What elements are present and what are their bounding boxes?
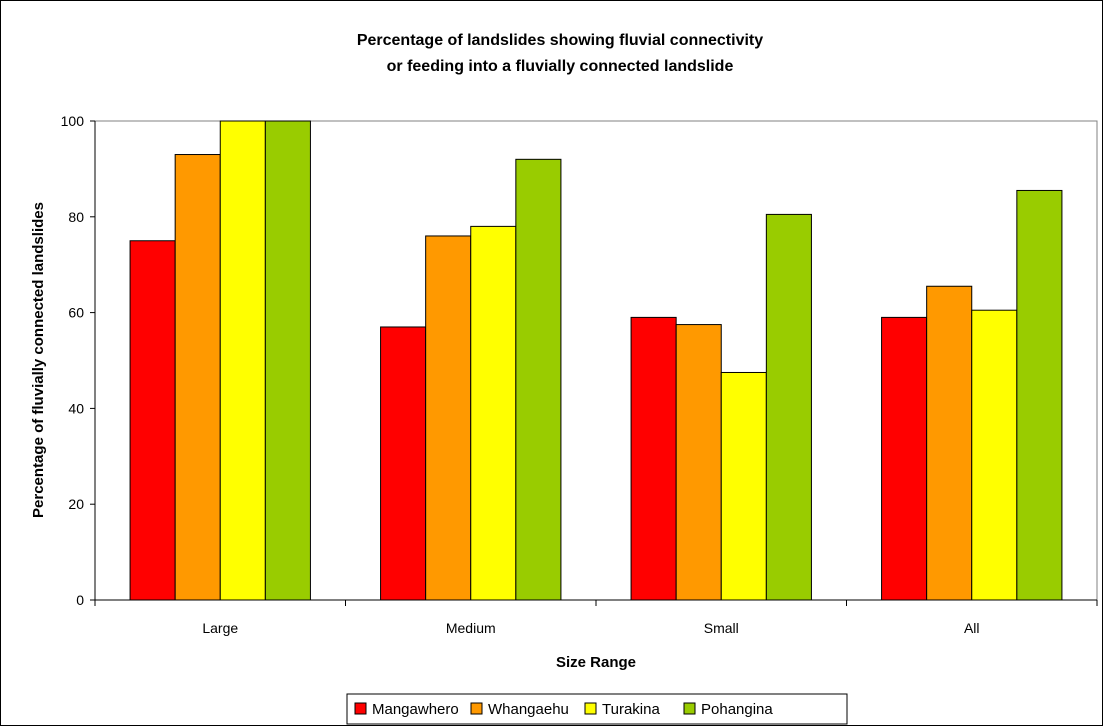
bar-turakina-all bbox=[971, 309, 1018, 601]
bar-whangaehu-large bbox=[174, 154, 221, 601]
bar-pohangina-all bbox=[1016, 189, 1063, 601]
y-tick-label: 100 bbox=[61, 113, 85, 129]
bar-whangaehu-small bbox=[675, 324, 722, 601]
y-tick-label: 0 bbox=[76, 592, 84, 608]
legend-swatch bbox=[470, 702, 483, 715]
x-tick-label: Large bbox=[202, 620, 238, 636]
legend-swatch bbox=[354, 702, 367, 715]
legend-label: Whangaehu bbox=[488, 701, 569, 718]
chart-title-line-1: Percentage of landslides showing fluvial… bbox=[357, 32, 763, 49]
y-axis: 0 20 40 60 80 100 bbox=[61, 113, 96, 608]
bar-pohangina-medium bbox=[515, 158, 562, 601]
bar-mangawhero-medium bbox=[380, 326, 427, 601]
legend: Mangawhero Whangaehu Turakina Pohangina bbox=[346, 693, 848, 725]
legend-swatch bbox=[683, 702, 696, 715]
y-tick-label: 40 bbox=[68, 400, 84, 416]
x-axis-title: Size Range bbox=[556, 654, 636, 671]
y-tick-label: 80 bbox=[68, 209, 84, 225]
bar-turakina-medium bbox=[470, 225, 517, 601]
bars-group bbox=[129, 120, 1063, 601]
legend-label: Turakina bbox=[602, 701, 660, 718]
chart-title-line-2: or feeding into a fluvially connected la… bbox=[387, 58, 734, 75]
bar-pohangina-large bbox=[264, 120, 311, 601]
legend-label: Pohangina bbox=[701, 701, 773, 718]
bar-whangaehu-medium bbox=[425, 235, 472, 601]
bar-mangawhero-small bbox=[630, 316, 677, 601]
x-tick-label: Small bbox=[704, 620, 739, 636]
y-tick-label: 60 bbox=[68, 305, 84, 321]
x-axis: Large Medium Small All bbox=[94, 599, 1098, 636]
y-axis-title: Percentage of fluvially connected landsl… bbox=[30, 202, 47, 518]
y-tick-label: 20 bbox=[68, 496, 84, 512]
bar-mangawhero-all bbox=[881, 316, 928, 601]
legend-box bbox=[346, 693, 848, 725]
bar-turakina-large bbox=[219, 120, 266, 601]
bar-whangaehu-all bbox=[926, 285, 973, 601]
bar-turakina-small bbox=[720, 371, 767, 601]
x-tick-label: Medium bbox=[446, 620, 496, 636]
legend-swatch bbox=[584, 702, 597, 715]
x-tick-label: All bbox=[964, 620, 980, 636]
legend-label: Mangawhero bbox=[372, 701, 459, 718]
bar-mangawhero-large bbox=[129, 240, 176, 601]
bar-pohangina-small bbox=[765, 213, 812, 601]
